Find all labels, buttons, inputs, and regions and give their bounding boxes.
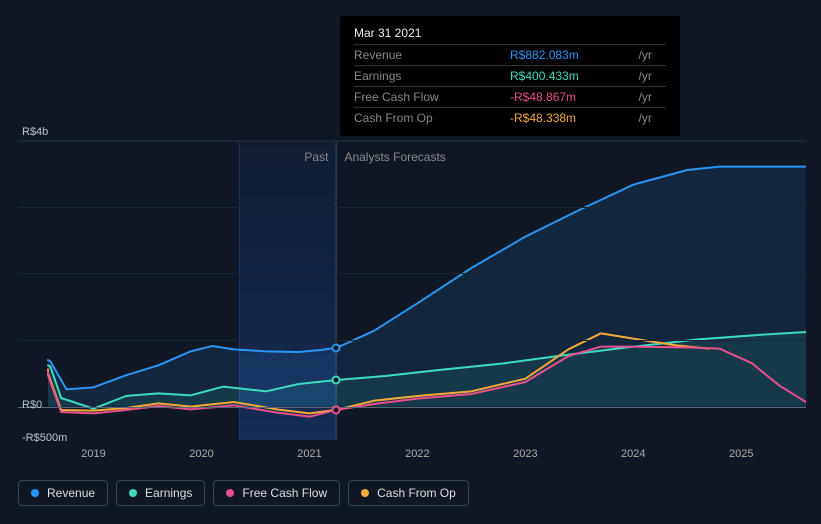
marker-fcf [332, 405, 341, 414]
gridline [18, 273, 806, 274]
zero-line [18, 407, 806, 408]
tooltip-metric-value: -R$48.867m [510, 87, 635, 108]
legend-item-cash_op[interactable]: Cash From Op [348, 480, 469, 506]
x-tick-label: 2023 [513, 448, 537, 460]
legend-item-fcf[interactable]: Free Cash Flow [213, 480, 340, 506]
legend: Revenue Earnings Free Cash Flow Cash From O… [18, 480, 469, 506]
x-tick-label: 2019 [81, 448, 105, 460]
x-tick-label: 2022 [405, 448, 429, 460]
legend-swatch [361, 489, 369, 497]
legend-item-revenue[interactable]: Revenue [18, 480, 108, 506]
region-label-forecast: Analysts Forecasts [344, 150, 445, 164]
x-tick-label: 2024 [621, 448, 645, 460]
region-label-past: Past [18, 150, 328, 164]
tooltip-metric-label: Cash From Op [354, 108, 510, 129]
tooltip-date: Mar 31 2021 [354, 26, 666, 44]
x-axis: 2019 2020 2021 2022 2023 2024 2025 [18, 448, 806, 468]
legend-label: Cash From Op [377, 486, 456, 500]
legend-label: Free Cash Flow [242, 486, 327, 500]
tooltip-metric-value: R$882.083m [510, 45, 635, 66]
x-tick-label: 2025 [729, 448, 753, 460]
y-tick-label: R$4b [22, 126, 48, 138]
marker-earnings [332, 376, 341, 385]
x-tick-label: 2021 [297, 448, 321, 460]
plot-area: Past Analysts Forecasts [18, 140, 806, 440]
legend-label: Revenue [47, 486, 95, 500]
tooltip-metric-suffix: /yr [635, 66, 666, 87]
tooltip-metric-suffix: /yr [635, 45, 666, 66]
tooltip-metric-label: Earnings [354, 66, 510, 87]
y-tick-label: -R$500m [22, 432, 67, 444]
legend-item-earnings[interactable]: Earnings [116, 480, 205, 506]
legend-swatch [31, 489, 39, 497]
tooltip-row: Cash From Op-R$48.338m/yr [354, 108, 666, 129]
tooltip-table: RevenueR$882.083m/yrEarningsR$400.433m/y… [354, 44, 666, 128]
legend-swatch [226, 489, 234, 497]
gridline [18, 207, 806, 208]
tooltip-metric-suffix: /yr [635, 108, 666, 129]
y-tick-label: R$0 [22, 399, 42, 411]
legend-label: Earnings [145, 486, 192, 500]
gridline [18, 140, 806, 142]
financial-forecast-chart: Mar 31 2021 RevenueR$882.083m/yrEarnings… [0, 0, 821, 524]
tooltip-metric-value: -R$48.338m [510, 108, 635, 129]
tooltip-row: Free Cash Flow-R$48.867m/yr [354, 87, 666, 108]
tooltip-row: EarningsR$400.433m/yr [354, 66, 666, 87]
gridline [18, 340, 806, 341]
tooltip-metric-value: R$400.433m [510, 66, 635, 87]
tooltip-row: RevenueR$882.083m/yr [354, 45, 666, 66]
marker-revenue [332, 343, 341, 352]
x-tick-label: 2020 [189, 448, 213, 460]
tooltip-metric-label: Revenue [354, 45, 510, 66]
tooltip-metric-label: Free Cash Flow [354, 87, 510, 108]
legend-swatch [129, 489, 137, 497]
chart-svg [18, 140, 806, 440]
tooltip-metric-suffix: /yr [635, 87, 666, 108]
chart-tooltip: Mar 31 2021 RevenueR$882.083m/yrEarnings… [340, 16, 680, 136]
